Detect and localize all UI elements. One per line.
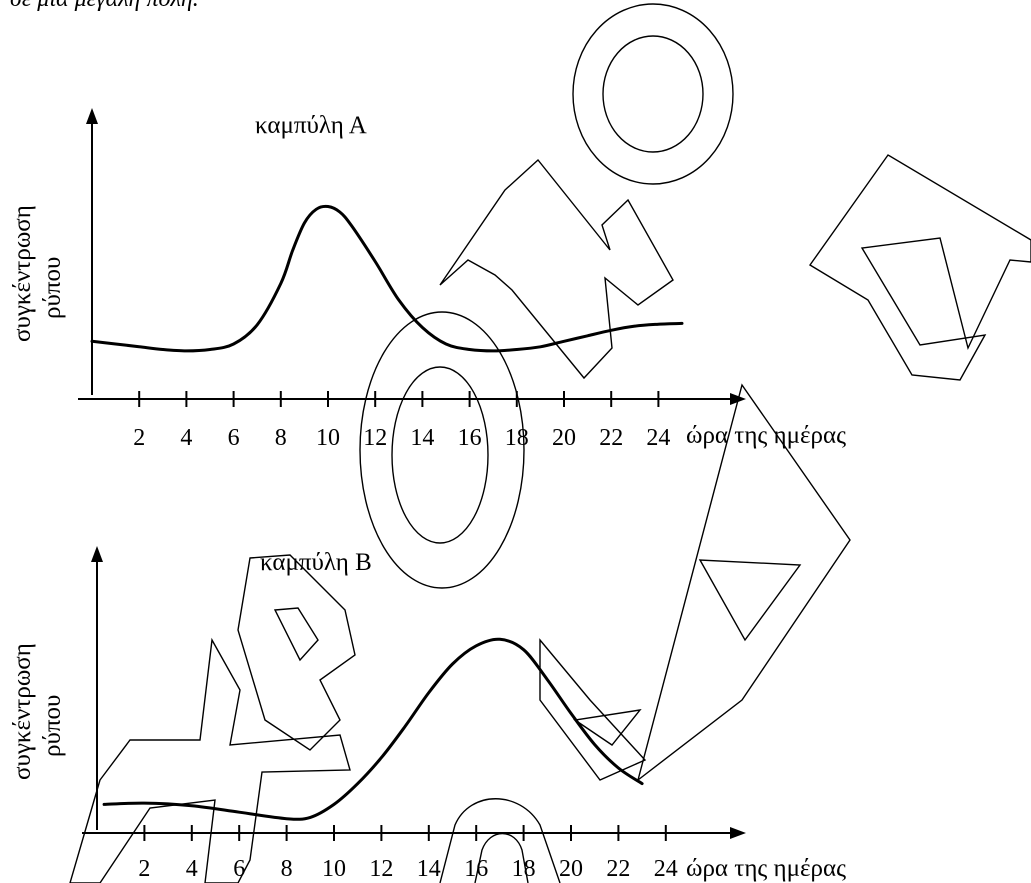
- chart-a-ticks: [138, 391, 660, 407]
- x-tick-label: 18: [512, 856, 536, 882]
- chart-b-y-axis-arrow: [91, 546, 103, 562]
- chart-a-title: καμπύλη Α: [255, 112, 367, 139]
- x-tick-label: 8: [281, 856, 293, 882]
- chart-a-x-axis-arrow: [730, 393, 746, 405]
- watermark-letter-n: [439, 158, 674, 380]
- chart-b: 2 4 6 8 10 12 14 16 18 20 22 24 καμπύλη Β ώρα της η…: [9, 546, 846, 882]
- chart-b-curve: [102, 637, 644, 821]
- watermark-letter-o3: [439, 798, 561, 883]
- x-tick-label: 14: [410, 425, 434, 451]
- chart-a-y-axis-arrow: [86, 108, 98, 124]
- x-tick-label: 24: [654, 856, 678, 882]
- x-tick-label: 16: [464, 856, 488, 882]
- x-tick-label: 10: [322, 856, 346, 882]
- x-tick-label: 12: [363, 425, 387, 451]
- watermark-letter-rho: [237, 554, 356, 751]
- x-tick-label: 4: [186, 856, 198, 882]
- chart-a-curve: [90, 204, 684, 353]
- chart-b-ylabel: συγκέντρωση ρύπου: [9, 637, 66, 780]
- chart-a: 2 4 6 8 10 12 14 16 18 20 22 24 καμπύλη Α ώρα της η…: [9, 108, 846, 451]
- watermark-letter-lambda: [539, 638, 647, 781]
- watermark-letter-o2: [359, 311, 525, 589]
- x-tick-label: 2: [138, 856, 150, 882]
- x-tick-label: 22: [599, 425, 623, 451]
- chart-a-ylabel-line1: συγκέντρωση: [9, 205, 36, 342]
- chart-b-tick-labels: 2 4 6 8 10 12 14 16 18 20 22 24: [138, 856, 677, 882]
- chart-b-ylabel-line2: ρύπου: [39, 695, 66, 757]
- x-tick-label: 22: [606, 856, 630, 882]
- x-tick-label: 6: [233, 856, 245, 882]
- chart-a-xlabel: ώρα της ημέρας: [686, 422, 846, 449]
- watermark-letter-chi: [69, 637, 351, 883]
- watermark: [69, 3, 1031, 883]
- watermark-letter-sigma: [808, 154, 1031, 381]
- watermark-letter-delta: [636, 383, 851, 782]
- watermark-letter-o1: [572, 3, 734, 185]
- chart-b-ylabel-line1: συγκέντρωση: [9, 643, 36, 780]
- x-tick-label: 18: [505, 425, 529, 451]
- x-tick-label: 14: [417, 856, 441, 882]
- x-tick-label: 8: [275, 425, 287, 451]
- x-tick-label: 20: [552, 425, 576, 451]
- x-tick-label: 16: [458, 425, 482, 451]
- chart-b-xlabel: ώρα της ημέρας: [686, 855, 846, 882]
- x-tick-label: 6: [228, 425, 240, 451]
- x-tick-label: 12: [369, 856, 393, 882]
- x-tick-label: 20: [559, 856, 583, 882]
- chart-b-title: καμπύλη Β: [260, 549, 372, 576]
- chart-b-x-axis-arrow: [730, 827, 746, 839]
- chart-a-ylabel: συγκέντρωση ρύπου: [9, 199, 66, 342]
- header-fragment: σε μια μεγάλη πόλη.: [10, 0, 199, 12]
- chart-a-tick-labels: 2 4 6 8 10 12 14 16 18 20 22 24: [133, 425, 670, 451]
- x-tick-label: 4: [180, 425, 192, 451]
- x-tick-label: 2: [133, 425, 145, 451]
- chart-a-ylabel-line2: ρύπου: [39, 257, 66, 319]
- x-tick-label: 24: [646, 425, 670, 451]
- x-tick-label: 10: [316, 425, 340, 451]
- chart-b-ticks: [143, 825, 667, 841]
